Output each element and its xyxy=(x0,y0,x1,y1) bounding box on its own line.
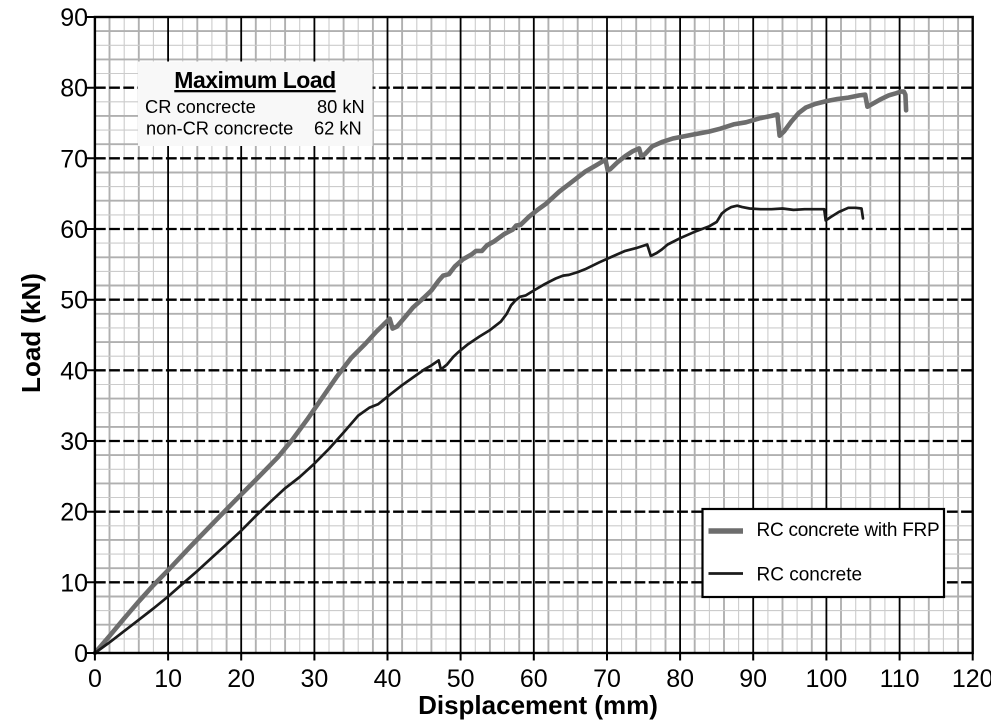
svg-text:62 kN: 62 kN xyxy=(314,118,362,139)
svg-text:30: 30 xyxy=(300,665,328,693)
svg-text:60: 60 xyxy=(60,216,88,244)
svg-text:0: 0 xyxy=(74,640,88,668)
svg-text:100: 100 xyxy=(806,665,848,693)
svg-text:80: 80 xyxy=(666,665,694,693)
svg-text:Displacement (mm): Displacement (mm) xyxy=(418,690,658,720)
svg-text:80 kN: 80 kN xyxy=(317,96,365,117)
svg-text:40: 40 xyxy=(374,665,402,693)
svg-text:Load (kN): Load (kN) xyxy=(16,273,46,393)
svg-text:50: 50 xyxy=(447,665,475,693)
svg-text:RC concrete with FRP: RC concrete with FRP xyxy=(757,520,940,541)
svg-text:non-CR concrecte: non-CR concrecte xyxy=(146,118,293,139)
svg-text:10: 10 xyxy=(60,569,88,597)
svg-text:60: 60 xyxy=(520,665,548,693)
svg-text:CR concrecte: CR concrecte xyxy=(145,96,256,117)
svg-text:110: 110 xyxy=(880,665,920,693)
svg-text:70: 70 xyxy=(60,145,88,173)
svg-text:20: 20 xyxy=(227,665,255,693)
svg-text:0: 0 xyxy=(88,665,102,693)
svg-text:50: 50 xyxy=(60,287,88,315)
svg-text:Maximum Load: Maximum Load xyxy=(174,67,335,93)
svg-text:30: 30 xyxy=(60,428,88,456)
svg-text:120: 120 xyxy=(952,665,991,693)
svg-text:70: 70 xyxy=(593,665,621,693)
svg-text:90: 90 xyxy=(739,665,767,693)
svg-text:20: 20 xyxy=(60,499,88,527)
svg-text:10: 10 xyxy=(154,665,182,693)
svg-text:80: 80 xyxy=(60,75,88,103)
svg-text:40: 40 xyxy=(60,357,88,385)
svg-text:90: 90 xyxy=(60,4,88,32)
svg-text:RC concrete: RC concrete xyxy=(757,565,863,586)
